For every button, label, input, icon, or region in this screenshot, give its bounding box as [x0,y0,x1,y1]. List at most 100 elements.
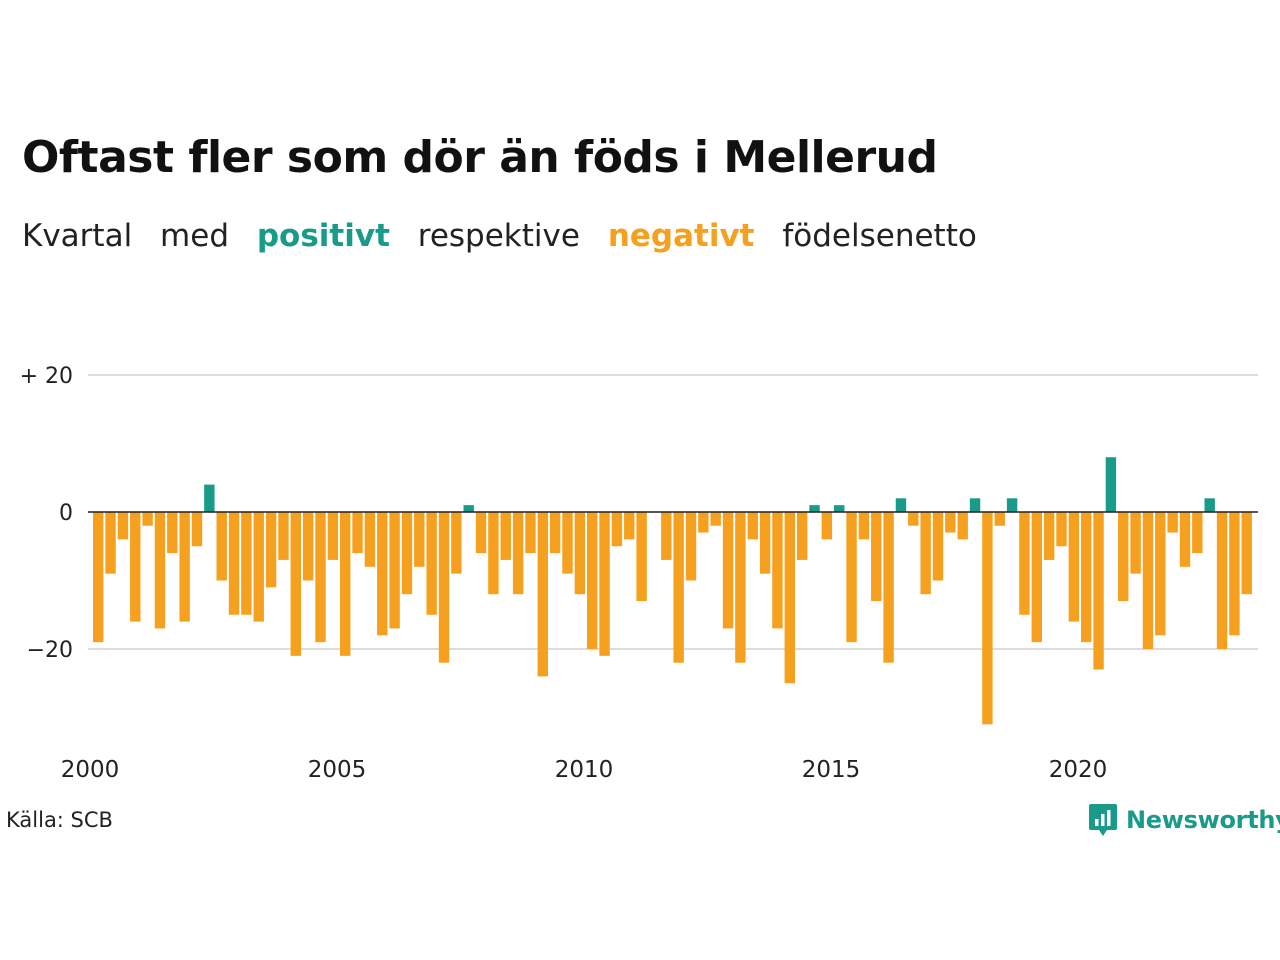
bar [1068,512,1080,622]
bar [772,512,783,629]
bar [228,512,240,615]
bar [512,512,524,595]
bar [1229,512,1240,636]
bar [179,512,190,622]
subtitle-negative-label: negativt [607,218,755,254]
bar [130,512,141,622]
bar [265,512,277,588]
bar [364,512,376,567]
source-note: Källa: SCB [6,808,113,832]
bar [624,512,635,540]
bar [142,512,153,526]
bar [957,512,968,540]
x-tick-label: 2000 [61,757,120,783]
bar [969,498,981,512]
bar [871,512,882,602]
bar [1019,512,1030,615]
bar [93,512,104,643]
subtitle-word: respektive [417,218,580,254]
bar [117,512,129,540]
bar [241,512,252,615]
bar [401,512,413,595]
chart-title: Oftast fler som dör än föds i Mellerud [22,132,938,183]
bar [463,505,474,512]
bar [562,512,573,574]
y-axis-labels: + 20 0 −20 [20,364,73,663]
bar-chart: + 20 0 −20 2000 2005 2010 2015 2020 [20,364,1258,783]
bar [1118,512,1129,602]
bar [191,512,203,547]
bar [1204,498,1215,512]
bar [796,512,808,560]
bar [414,512,425,567]
bar [673,512,684,663]
subtitle-word: med [160,218,229,254]
bar [549,512,561,554]
bar [735,512,746,663]
bar [389,512,400,629]
bar [1216,512,1228,649]
bar [710,512,721,526]
bar [821,512,833,540]
newsworthy-logo-text: Newsworthy [1126,806,1280,834]
bar [722,512,734,629]
bar [1056,512,1067,547]
bar [253,512,264,622]
bar [1031,512,1042,643]
newsworthy-logo-icon [1089,804,1117,836]
bar [340,512,351,656]
bar [834,505,845,512]
bar [945,512,956,533]
bar [377,512,388,636]
bar [1192,512,1203,554]
bar [587,512,598,649]
bar [1167,512,1178,533]
chart-subtitle: Kvartal med positivt respektive negativt… [22,215,995,257]
bar [1043,512,1055,560]
bar [661,512,672,560]
bar [1081,512,1092,643]
bar [525,512,536,554]
subtitle-word: födelsenetto [782,218,977,254]
bar [302,512,314,581]
x-tick-label: 2020 [1049,757,1108,783]
x-tick-label: 2010 [555,757,614,783]
bar [685,512,697,581]
bar [883,512,894,663]
bar [216,512,227,581]
bar [105,512,116,574]
y-tick-label: 0 [59,501,73,526]
x-tick-label: 2015 [802,757,861,783]
bar [1093,512,1104,670]
bar [475,512,487,554]
bar [278,512,289,560]
bar [327,512,339,560]
subtitle-word: Kvartal [22,218,133,254]
bar [537,512,548,677]
bar [747,512,758,540]
bar [809,505,820,512]
y-tick-label: −20 [27,638,73,663]
bar [636,512,647,602]
bar [920,512,931,595]
y-tick-label: + 20 [20,364,73,389]
bar [1142,512,1154,649]
bar [315,512,326,643]
bar [1130,512,1141,574]
bar [1006,498,1018,512]
bar [858,512,870,540]
bar [154,512,166,629]
bar [611,512,623,547]
bar [1105,457,1117,512]
bars [93,457,1252,725]
bar [1179,512,1191,567]
bar [1155,512,1166,636]
bar [698,512,709,533]
bar [167,512,178,554]
bar [451,512,462,574]
bar [1241,512,1252,595]
bar [204,484,215,512]
bar [426,512,437,615]
subtitle-positive-label: positivt [256,218,390,254]
bar [784,512,795,684]
